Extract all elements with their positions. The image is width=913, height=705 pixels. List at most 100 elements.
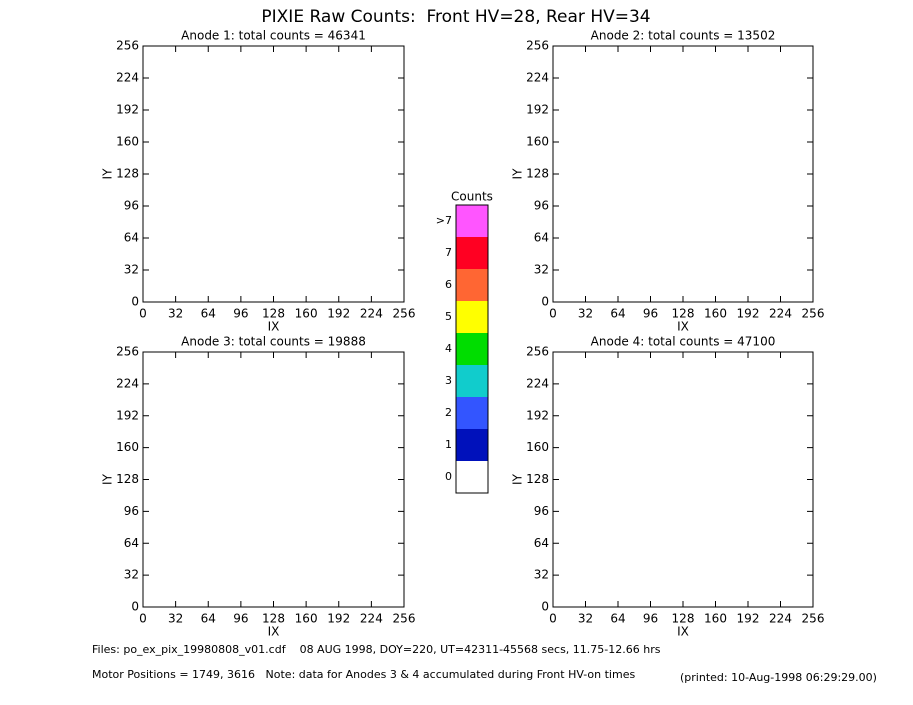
y-tick-label: 224 [526,376,549,390]
colorbar-swatch [456,365,488,397]
y-tick-label: 128 [116,472,139,486]
y-tick-label: 64 [124,536,139,550]
x-tick-label: 224 [769,307,792,321]
x-tick-label: 224 [769,612,792,626]
x-tick-label: 192 [737,307,760,321]
x-tick-label: 0 [139,612,147,626]
x-tick-label: 96 [643,612,658,626]
y-tick-label: 0 [131,600,139,614]
y-tick-label: 256 [116,39,139,53]
panel-title: Anode 2: total counts = 13502 [591,29,776,43]
x-tick-label: 224 [360,307,383,321]
x-tick-label: 0 [549,307,557,321]
plot-frame [142,351,405,608]
x-tick-label: 160 [295,307,318,321]
x-tick-label: 0 [549,612,557,626]
colorbar-swatch [456,461,488,493]
y-tick-label: 64 [534,231,549,245]
x-tick-label: 128 [262,307,285,321]
y-tick-label: 96 [534,504,549,518]
x-tick-label: 160 [295,612,318,626]
y-tick-label: 96 [534,199,549,213]
y-tick-label: 64 [124,231,139,245]
colorbar-label: 7 [445,246,452,259]
x-tick-label: 32 [168,612,183,626]
x-tick-label: 224 [360,612,383,626]
y-tick-label: 192 [116,408,139,422]
y-tick-label: 224 [116,71,139,85]
x-tick-label: 192 [327,612,350,626]
x-tick-label: 128 [672,307,695,321]
colorbar-label: 4 [445,342,452,355]
y-tick-label: 32 [124,568,139,582]
colorbar-swatch [456,269,488,301]
x-tick-label: 192 [737,612,760,626]
y-tick-label: 0 [541,295,549,309]
y-tick-label: 224 [116,376,139,390]
x-tick-label: 256 [802,612,825,626]
x-axis-label: IX [268,320,280,334]
y-tick-label: 160 [116,440,139,454]
colorbar-swatch [456,237,488,269]
x-tick-label: 96 [643,307,658,321]
x-tick-label: 96 [233,307,248,321]
y-tick-label: 256 [526,345,549,359]
colorbar-label: 6 [445,278,452,291]
y-tick-label: 96 [124,504,139,518]
x-tick-label: 256 [393,612,416,626]
plot-frame [552,45,814,303]
y-tick-label: 0 [131,295,139,309]
colorbar-label: >7 [436,214,452,227]
x-tick-label: 0 [139,307,147,321]
y-tick-label: 32 [534,263,549,277]
y-tick-label: 192 [116,103,139,117]
x-tick-label: 128 [262,612,285,626]
colorbar-frame [455,204,489,494]
x-axis-label: IX [268,625,280,639]
colorbar-swatch [456,301,488,333]
y-tick-label: 256 [116,345,139,359]
x-tick-label: 64 [201,612,216,626]
x-tick-label: 64 [201,307,216,321]
colorbar-label: 0 [445,470,452,483]
y-axis-label: IY [101,473,115,485]
colorbar-swatch [456,397,488,429]
y-tick-label: 224 [526,71,549,85]
plot-frame [552,351,814,608]
y-tick-label: 0 [541,600,549,614]
x-tick-label: 256 [802,307,825,321]
y-axis-label: IY [511,168,525,180]
x-tick-label: 256 [393,307,416,321]
panel-title: Anode 3: total counts = 19888 [181,335,366,349]
x-tick-label: 32 [578,612,593,626]
colorbar-label: 5 [445,310,452,323]
x-axis-label: IX [677,320,689,334]
y-tick-label: 256 [526,39,549,53]
x-tick-label: 160 [704,612,727,626]
y-tick-label: 96 [124,199,139,213]
colorbar-swatch [456,429,488,461]
plot-frame [142,45,405,303]
y-tick-label: 192 [526,408,549,422]
footer-motor: Motor Positions = 1749, 3616 Note: data … [92,668,635,681]
colorbar-label: 2 [445,406,452,419]
x-tick-label: 64 [610,612,625,626]
x-tick-label: 128 [672,612,695,626]
y-tick-label: 160 [116,135,139,149]
y-tick-label: 192 [526,103,549,117]
y-tick-label: 128 [526,167,549,181]
x-tick-label: 64 [610,307,625,321]
x-tick-label: 192 [327,307,350,321]
colorbar-title: Counts [451,190,493,204]
y-axis-label: IY [101,168,115,180]
panel-title: Anode 1: total counts = 46341 [181,29,366,43]
colorbar-swatch [456,333,488,365]
y-tick-label: 160 [526,135,549,149]
colorbar-label: 3 [445,374,452,387]
footer-printed: (printed: 10-Aug-1998 06:29:29.00) [680,671,877,684]
x-tick-label: 32 [168,307,183,321]
x-tick-label: 160 [704,307,727,321]
x-tick-label: 32 [578,307,593,321]
